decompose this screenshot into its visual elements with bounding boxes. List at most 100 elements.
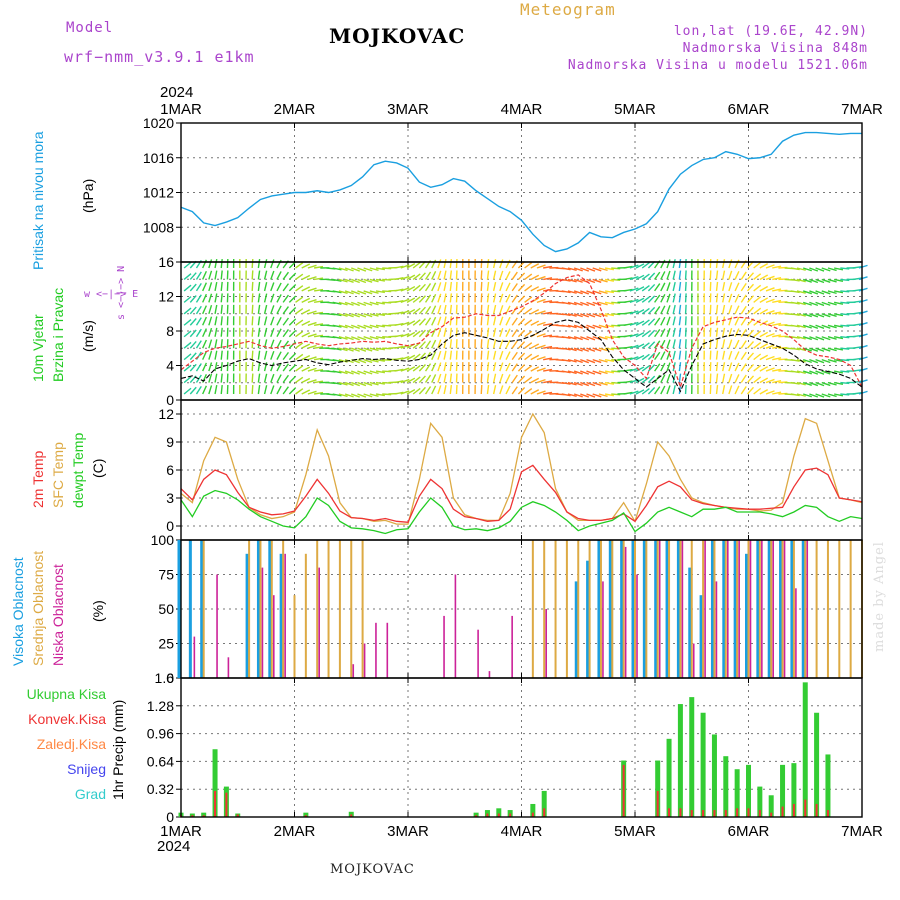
wind-barb bbox=[586, 278, 596, 284]
wind-barb bbox=[251, 270, 254, 280]
wind-barb bbox=[344, 301, 354, 306]
wind-barb bbox=[623, 323, 633, 326]
wind-barb bbox=[530, 389, 540, 395]
wind-barb bbox=[400, 310, 410, 315]
wind-barb bbox=[647, 341, 656, 349]
wind-barb bbox=[220, 316, 223, 326]
wind-barb bbox=[629, 390, 639, 395]
wind-barb bbox=[684, 258, 687, 269]
wind-barb bbox=[499, 305, 504, 315]
wind-barb bbox=[492, 350, 497, 360]
wind-barb bbox=[746, 329, 755, 338]
wind-barb bbox=[604, 267, 615, 271]
wind-barb bbox=[834, 336, 844, 340]
wind-barb bbox=[647, 295, 656, 303]
wind-barb bbox=[505, 316, 511, 326]
wind-barb bbox=[536, 264, 546, 269]
wind-barb bbox=[623, 300, 633, 304]
wind-barb bbox=[418, 363, 426, 372]
wind-barb bbox=[759, 331, 769, 338]
mid-cloud-bar bbox=[713, 540, 716, 678]
wind-barb bbox=[412, 261, 421, 269]
wind-barb bbox=[759, 388, 769, 395]
wind-barb bbox=[759, 308, 769, 315]
wind-barb bbox=[270, 339, 275, 349]
wind-barb bbox=[654, 328, 661, 338]
wind-barb bbox=[635, 343, 645, 349]
wind-barb bbox=[536, 321, 546, 326]
wind-barb bbox=[214, 385, 218, 395]
wind-barb bbox=[276, 282, 282, 292]
low-cloud-bar bbox=[727, 540, 729, 678]
high-cloud-bar bbox=[245, 553, 249, 678]
mid-cloud-bar bbox=[736, 540, 739, 678]
wind-barb bbox=[746, 306, 755, 315]
wind-barb bbox=[753, 296, 762, 303]
wind-barb bbox=[728, 373, 733, 383]
wind-barb bbox=[834, 324, 844, 328]
wind-barb bbox=[809, 290, 819, 295]
y-tick-label: 12 bbox=[158, 406, 174, 422]
wind-barb bbox=[753, 387, 762, 395]
y-tick-label: 100 bbox=[151, 532, 175, 548]
wind-barb bbox=[276, 374, 282, 383]
wind-barb bbox=[586, 267, 596, 272]
wind-barb bbox=[858, 321, 868, 326]
wind-barb bbox=[815, 381, 825, 387]
wind-barb bbox=[251, 293, 254, 303]
wind-barb bbox=[189, 363, 197, 372]
wind-barb bbox=[449, 327, 453, 337]
wind-barb bbox=[214, 327, 218, 337]
wind-barb bbox=[313, 323, 324, 326]
wind-barb bbox=[499, 339, 504, 349]
wind-barb bbox=[635, 354, 645, 361]
wind-barb bbox=[629, 367, 639, 372]
wind-barb bbox=[567, 267, 577, 272]
wind-barb bbox=[270, 362, 275, 372]
wind-barb bbox=[443, 316, 447, 326]
wind-barb bbox=[263, 259, 268, 269]
wind-barb bbox=[257, 327, 261, 337]
wind-barb bbox=[394, 357, 404, 361]
wind-barb bbox=[604, 393, 615, 397]
wind-barb bbox=[220, 362, 223, 372]
wind-barb bbox=[189, 386, 197, 395]
wind-barb bbox=[418, 295, 426, 303]
wind-barb bbox=[282, 271, 290, 280]
wind-barb bbox=[332, 301, 342, 305]
wind-barb bbox=[672, 316, 676, 326]
wind-barb bbox=[722, 270, 726, 280]
mid-cloud-bar bbox=[611, 540, 614, 678]
wind-barb bbox=[486, 258, 490, 269]
wind-barb bbox=[189, 352, 197, 361]
wind-barb bbox=[295, 365, 304, 372]
wind-barb bbox=[604, 278, 615, 282]
dewpt-side-label: dewpt Temp bbox=[70, 432, 86, 508]
wind-barb bbox=[195, 271, 202, 280]
low-cloud-bar bbox=[715, 581, 718, 678]
wind-barb bbox=[746, 272, 755, 280]
wind-barb bbox=[678, 362, 682, 372]
wind-barb bbox=[424, 328, 432, 338]
wind-barb bbox=[375, 324, 385, 328]
wind-barb bbox=[332, 290, 342, 294]
total-precip-bar bbox=[496, 808, 502, 817]
y-tick-label: 9 bbox=[166, 434, 174, 450]
wind-barb bbox=[524, 261, 533, 269]
wind-barb bbox=[660, 305, 666, 315]
wind-barb bbox=[208, 270, 213, 280]
wind-barb bbox=[480, 304, 483, 314]
wind-barb bbox=[418, 283, 426, 292]
wind-barb bbox=[394, 391, 404, 395]
wind-barb bbox=[765, 332, 775, 338]
wind-barb bbox=[530, 308, 540, 315]
wind-barb bbox=[424, 374, 432, 383]
year-bottom: 2024 bbox=[157, 838, 191, 855]
wind-barb bbox=[635, 274, 645, 281]
wind-barb bbox=[666, 316, 671, 326]
wind-barb bbox=[295, 307, 304, 315]
wind-barb bbox=[369, 324, 379, 329]
wind-barb bbox=[307, 310, 317, 315]
wind-barb bbox=[443, 373, 447, 383]
